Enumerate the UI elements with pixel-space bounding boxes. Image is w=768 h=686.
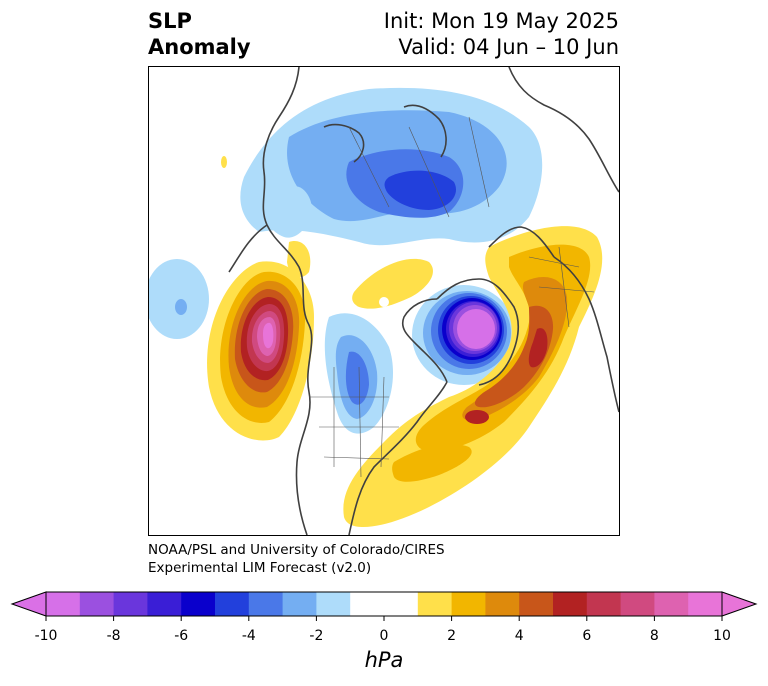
- credit-text: NOAA/PSL and University of Colorado/CIRE…: [148, 541, 445, 577]
- colorbar-cell: [181, 592, 216, 616]
- colorbar-cell: [282, 592, 317, 616]
- colorbar-under-arrow: [10, 591, 47, 617]
- colorbar-tick-label: 8: [649, 628, 659, 644]
- colorbar: [10, 591, 758, 621]
- credit-line-2: Experimental LIM Forecast (v2.0): [148, 560, 372, 576]
- title-line-1: SLP: [148, 9, 192, 33]
- colorbar-cell: [451, 592, 486, 616]
- colorbar-cell: [147, 592, 182, 616]
- colorbar-tick-label: 10: [713, 628, 731, 644]
- colorbar-cell: [350, 592, 385, 616]
- credit-line-1: NOAA/PSL and University of Colorado/CIRE…: [148, 542, 445, 558]
- colorbar-tick-label: -10: [34, 628, 58, 644]
- colorbar-cell: [113, 592, 148, 616]
- init-date: Init: Mon 19 May 2025: [383, 9, 619, 33]
- slp-anomaly-map: [148, 66, 620, 536]
- positive-anomaly-canada: [221, 156, 433, 309]
- colorbar-cell: [79, 592, 115, 616]
- colorbar-cell: [688, 592, 723, 616]
- colorbar-cell: [519, 592, 554, 616]
- colorbar-cell: [586, 592, 622, 616]
- colorbar-tick-label: -6: [174, 628, 189, 644]
- positive-anomaly-atlantic-europe: [343, 226, 603, 528]
- colorbar-tick-label: -8: [106, 628, 121, 644]
- valid-range: Valid: 04 Jun – 10 Jun: [398, 35, 619, 59]
- colorbar-cell: [316, 592, 351, 616]
- positive-anomaly-pacific-high: [207, 261, 314, 441]
- colorbar-cell: [620, 592, 655, 616]
- colorbar-over-arrow: [721, 591, 758, 617]
- colorbar-tick-label: 6: [582, 628, 592, 644]
- colorbar-cell: [417, 592, 453, 616]
- colorbar-cell: [215, 592, 250, 616]
- map-title: SLP Anomaly: [148, 8, 251, 60]
- colorbar-cell: [485, 592, 520, 616]
- negative-anomaly-greenland: [412, 285, 516, 385]
- colorbar-cell: [248, 592, 284, 616]
- colorbar-cell: [654, 592, 689, 616]
- title-line-2: Anomaly: [148, 35, 251, 59]
- forecast-dates: Init: Mon 19 May 2025 Valid: 04 Jun – 10…: [384, 8, 619, 60]
- negative-anomaly-pacific: [149, 259, 209, 339]
- colorbar-tick-label: 4: [514, 628, 524, 644]
- colorbar-tick-label: 2: [447, 628, 457, 644]
- negative-anomaly-arctic: [240, 87, 543, 246]
- colorbar-cell: [46, 592, 81, 616]
- colorbar-tick-label: -4: [241, 628, 256, 644]
- colorbar-units: hPa: [364, 648, 404, 672]
- coastlines: [228, 67, 619, 535]
- colorbar-cell: [553, 592, 588, 616]
- colorbar-cell: [384, 592, 419, 616]
- country-borders: [309, 116, 595, 478]
- map-canvas: [149, 67, 619, 535]
- colorbar-tick-label: 0: [379, 628, 389, 644]
- colorbar-tick-label: -2: [309, 628, 324, 644]
